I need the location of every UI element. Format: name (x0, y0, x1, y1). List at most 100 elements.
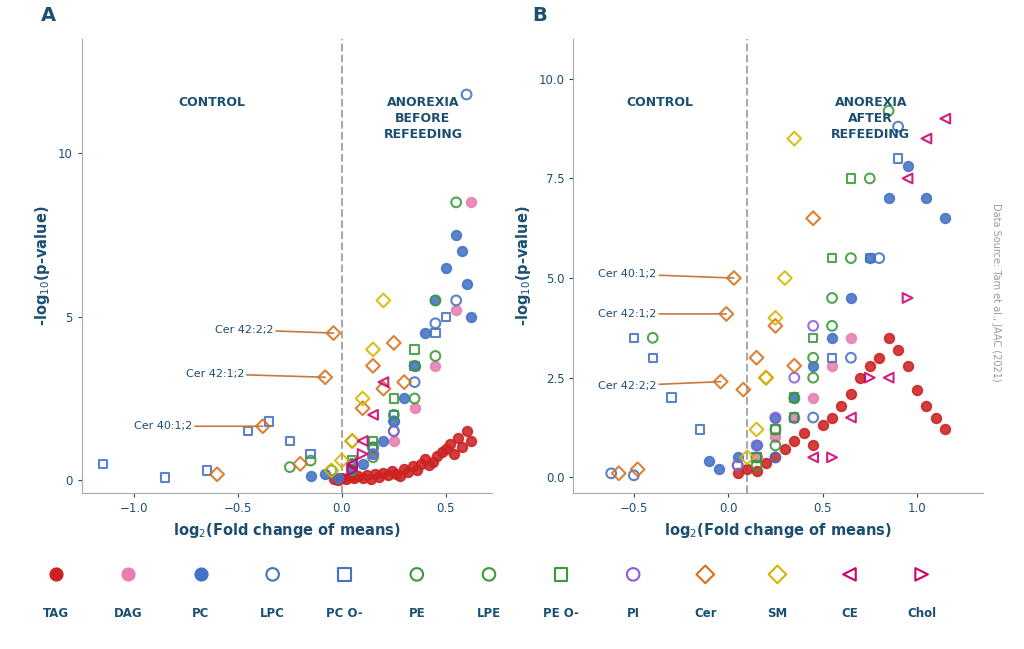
Point (899, 161, 915, 171)
Point (346, 473, 362, 484)
Point (664, 393, 680, 403)
Point (396, 377, 413, 387)
Point (317, 469, 334, 480)
Point (713, 376, 729, 387)
Point (447, 230, 464, 240)
Point (396, 393, 413, 404)
Point (463, 197, 479, 208)
Y-axis label: -log$_{10}$(p-value): -log$_{10}$(p-value) (514, 206, 532, 326)
Point (342, 472, 358, 482)
Point (824, 412, 841, 422)
Point (881, 193, 897, 204)
Point (421, 460, 437, 471)
Point (767, 313, 783, 323)
Point (852, 373, 868, 383)
Point (630, 464, 646, 474)
Point (786, 412, 803, 422)
Point (407, 361, 423, 371)
Point (861, 373, 878, 383)
Point (371, 472, 387, 482)
Point (890, 345, 906, 355)
Point (386, 426, 402, 436)
Point (890, 153, 906, 164)
Point (843, 412, 859, 422)
Point (324, 465, 340, 476)
Point (626, 333, 642, 343)
Point (824, 361, 841, 371)
Point (463, 435, 479, 446)
Point (767, 452, 783, 463)
Point (427, 318, 443, 328)
Point (379, 470, 395, 480)
Point (739, 464, 756, 474)
Point (805, 321, 821, 331)
Point (375, 377, 391, 387)
Text: SM: SM (767, 607, 787, 620)
Point (437, 263, 454, 273)
Point (407, 403, 423, 413)
Point (386, 416, 402, 426)
Point (824, 293, 841, 303)
Point (354, 393, 371, 404)
Point (350, 471, 367, 482)
X-axis label: log$_2$(Fold change of means): log$_2$(Fold change of means) (665, 521, 892, 540)
Point (861, 361, 878, 371)
Point (824, 352, 841, 363)
Point (767, 432, 783, 443)
Point (386, 416, 402, 426)
Point (365, 361, 381, 371)
Point (344, 462, 360, 472)
Point (729, 460, 745, 471)
Point (365, 344, 381, 354)
Text: DAG: DAG (114, 607, 142, 620)
Point (334, 456, 350, 466)
Point (362, 473, 379, 484)
X-axis label: log$_2$(Fold change of means): log$_2$(Fold change of means) (173, 521, 400, 540)
Point (193, 569, 209, 580)
Point (392, 471, 409, 482)
Point (805, 333, 821, 343)
Point (337, 569, 353, 580)
Point (749, 460, 765, 471)
Point (407, 393, 423, 404)
Point (354, 403, 371, 413)
Point (786, 393, 803, 403)
Point (749, 452, 765, 463)
Point (407, 361, 423, 371)
Point (644, 352, 660, 363)
Point (447, 197, 464, 208)
Point (881, 373, 897, 383)
Point (861, 173, 878, 184)
Point (805, 373, 821, 383)
Point (899, 361, 915, 371)
Point (437, 312, 454, 322)
Point (814, 421, 830, 431)
Point (386, 435, 402, 446)
Point (441, 439, 458, 449)
Point (480, 569, 497, 580)
Point (824, 253, 841, 263)
Point (843, 173, 859, 184)
Point (48, 569, 65, 580)
Point (767, 452, 783, 463)
Point (344, 456, 360, 466)
Point (735, 384, 752, 395)
Point (749, 452, 765, 463)
Point (409, 569, 425, 580)
Point (786, 393, 803, 403)
Point (603, 468, 620, 478)
Text: Cer 42:2;2: Cer 42:2;2 (598, 381, 721, 391)
Point (455, 442, 471, 452)
Y-axis label: -log$_{10}$(p-value): -log$_{10}$(p-value) (34, 206, 52, 326)
Point (302, 471, 318, 482)
Text: Cer 42:1;2: Cer 42:1;2 (598, 309, 726, 319)
Point (919, 193, 935, 204)
Point (459, 279, 475, 289)
Point (937, 424, 953, 435)
Point (386, 337, 402, 348)
Point (407, 377, 423, 387)
Point (718, 309, 734, 319)
Point (292, 459, 308, 469)
Point (447, 305, 464, 315)
Point (429, 450, 445, 461)
